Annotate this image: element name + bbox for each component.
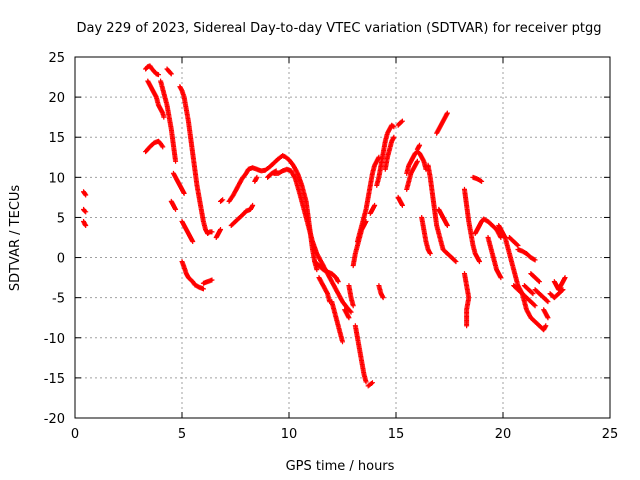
data-point	[83, 192, 89, 198]
data-point	[190, 239, 196, 245]
data-point	[314, 267, 320, 273]
x-tick-label: 15	[388, 427, 405, 442]
y-tick-label: 10	[48, 171, 65, 186]
y-tick-label: -5	[52, 292, 65, 307]
data-point	[347, 308, 353, 314]
data-point	[340, 339, 345, 345]
data-point	[219, 198, 225, 204]
x-tick-label: 20	[495, 427, 512, 442]
data-point	[532, 257, 538, 263]
chart-title: Day 229 of 2023, Sidereal Day-to-day VTE…	[77, 21, 602, 36]
axis-ticks	[74, 56, 611, 419]
data-point	[464, 323, 470, 329]
data-point	[444, 110, 450, 116]
data-point	[543, 323, 549, 329]
data-point	[545, 299, 551, 305]
data-point	[545, 315, 551, 321]
x-axis-title: GPS time / hours	[286, 459, 395, 474]
data-point	[83, 222, 89, 228]
data-point	[498, 275, 504, 281]
data-point	[531, 302, 537, 308]
y-tick-label: 0	[57, 252, 65, 267]
y-tick-label: -20	[44, 412, 65, 427]
gridlines	[75, 57, 610, 418]
data-points	[81, 63, 568, 389]
data-point	[399, 118, 405, 124]
y-tick-label: -10	[44, 332, 65, 347]
data-point	[168, 71, 174, 77]
data-point	[427, 251, 433, 257]
data-point	[369, 380, 375, 386]
data-point	[498, 235, 504, 240]
data-point	[250, 202, 256, 208]
data-point	[559, 287, 565, 293]
data-point	[348, 309, 354, 315]
data-point	[372, 202, 378, 208]
x-tick-label: 10	[281, 427, 298, 442]
data-point	[532, 303, 538, 309]
data-point	[209, 229, 215, 235]
data-point	[200, 286, 206, 292]
data-point	[479, 178, 485, 184]
y-tick-label: 15	[48, 131, 65, 146]
plot-frame	[74, 56, 611, 419]
data-point	[529, 290, 535, 296]
data-point	[544, 298, 550, 304]
y-tick-label: 5	[57, 211, 65, 226]
data-point	[399, 202, 405, 208]
x-tick-label: 25	[602, 427, 619, 442]
data-point	[168, 70, 174, 76]
data-point	[173, 158, 179, 164]
data-point	[83, 209, 89, 215]
data-point	[453, 259, 459, 265]
data-point	[380, 295, 386, 301]
data-point	[391, 124, 397, 130]
y-tick-label: 25	[48, 51, 65, 66]
data-point	[209, 277, 215, 283]
x-tick-labels: 0 5 10 15 20 25	[71, 427, 618, 442]
y-tick-labels: -20 -15 -10 -5 0 5 10 15 20 25	[44, 51, 65, 427]
data-point	[220, 197, 226, 203]
data-point	[350, 303, 356, 309]
y-axis-title: SDTVAR / TECUs	[8, 185, 23, 292]
data-point	[536, 279, 542, 285]
data-point	[417, 142, 423, 148]
data-point	[444, 222, 450, 228]
y-tick-label: -15	[44, 372, 65, 387]
data-point	[391, 134, 397, 140]
data-point	[346, 315, 352, 321]
data-point	[530, 291, 536, 297]
data-point	[173, 206, 179, 212]
data-point	[452, 258, 458, 264]
data-point	[335, 279, 341, 285]
data-point	[514, 242, 520, 248]
data-point	[181, 190, 187, 196]
x-tick-label: 0	[71, 427, 79, 442]
data-point	[476, 259, 482, 265]
data-point	[160, 144, 166, 150]
data-point	[273, 168, 279, 174]
data-point	[414, 158, 420, 164]
y-tick-label: 20	[48, 91, 65, 106]
data-point	[536, 278, 542, 284]
data-point	[363, 379, 369, 385]
x-tick-label: 5	[178, 427, 186, 442]
data-point	[560, 287, 566, 293]
data-point	[218, 226, 224, 232]
data-point	[562, 275, 568, 281]
data-point	[254, 174, 260, 180]
data-point	[155, 72, 161, 78]
data-point	[161, 114, 167, 120]
